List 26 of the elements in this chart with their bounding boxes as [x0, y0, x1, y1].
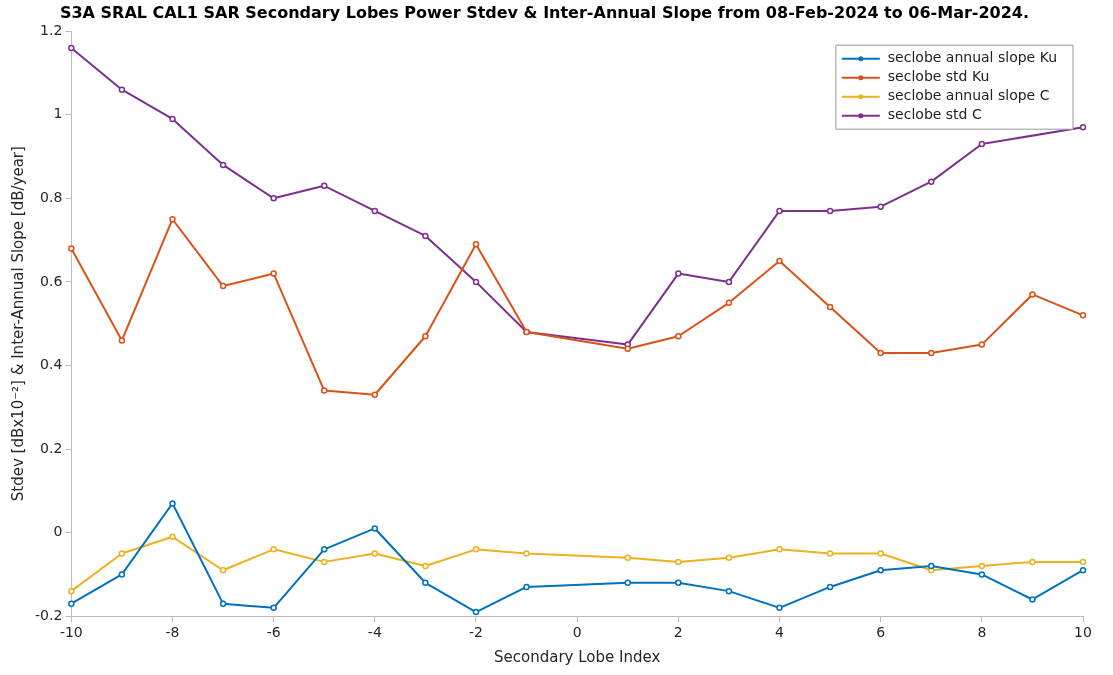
x-tick-label: 4	[775, 624, 785, 641]
legend-label: seclobe std Ku	[887, 68, 990, 85]
x-tick-label: 0	[572, 624, 582, 641]
x-tick-label: -10	[59, 624, 83, 641]
x-tick-label: 8	[977, 624, 987, 641]
y-axis-title: Stdev [dBx10⁻²] & Inter-Annual Slope [dB/year]	[8, 146, 27, 502]
y-tick-label: -0.2	[34, 606, 63, 623]
x-tick-label: 10	[1074, 624, 1092, 641]
legend-label: seclobe annual slope C	[887, 87, 1050, 104]
x-tick-label: -2	[469, 624, 483, 641]
chart-title: S3A SRAL CAL1 SAR Secondary Lobes Power Stdev & Inter-Annual Slope from 08-Feb-2024 to 06-Mar-2024.	[59, 2, 1030, 22]
y-tick-label: 1	[53, 105, 63, 122]
x-tick-label: 2	[673, 624, 683, 641]
y-tick-label: 0.4	[40, 356, 63, 373]
legend-label: seclobe std C	[887, 106, 982, 123]
y-tick-label: 1.2	[40, 21, 63, 38]
y-tick-label: 0	[53, 523, 63, 540]
y-tick-label: 0.6	[40, 272, 63, 289]
x-tick-label: -6	[266, 624, 281, 641]
y-tick-label: 0.2	[40, 439, 63, 456]
x-tick-label: 6	[876, 624, 886, 641]
legend-label: seclobe annual slope Ku	[887, 49, 1057, 66]
x-tick-label: -8	[165, 624, 180, 641]
y-tick-label: 0.8	[40, 188, 63, 205]
x-tick-label: -4	[367, 624, 382, 641]
x-axis-title: Secondary Lobe Index	[494, 647, 661, 666]
